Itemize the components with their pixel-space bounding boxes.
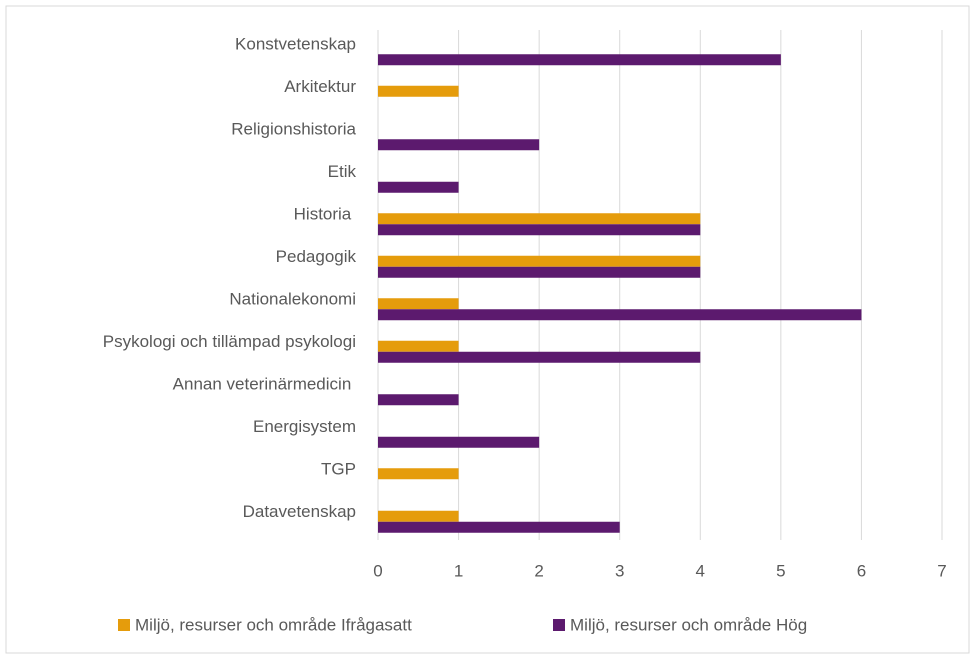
bar (378, 521, 620, 533)
legend-swatch (553, 619, 565, 631)
bar (378, 340, 459, 352)
legend-swatch (118, 619, 130, 631)
x-tick-label: 4 (696, 561, 705, 580)
bar (378, 85, 459, 97)
bar (378, 309, 862, 321)
x-tick-label: 6 (857, 561, 866, 580)
legend-label: Miljö, resurser och område Hög (570, 615, 807, 634)
y-tick-label: TGP (321, 460, 356, 479)
y-tick-label: Konstvetenskap (235, 35, 356, 54)
bar (378, 54, 781, 66)
y-tick-label: Etik (328, 162, 357, 181)
y-tick-label: Historia (294, 205, 356, 224)
bar (378, 255, 701, 267)
bar (378, 436, 540, 448)
y-tick-label: Religionshistoria (231, 120, 356, 139)
bar (378, 298, 459, 310)
y-tick-label: Psykologi och tillämpad psykologi (103, 332, 356, 351)
bar (378, 224, 701, 236)
y-tick-label: Energisystem (253, 417, 356, 436)
bar (378, 181, 459, 193)
bar (378, 351, 701, 363)
bar (378, 510, 459, 522)
legend-label: Miljö, resurser och område Ifrågasatt (135, 615, 412, 634)
y-tick-label: Datavetenskap (243, 502, 356, 521)
bar (378, 394, 459, 406)
x-tick-label: 0 (373, 561, 382, 580)
x-tick-label: 2 (534, 561, 543, 580)
x-tick-label: 5 (776, 561, 785, 580)
y-tick-label: Annan veterinärmedicin (173, 375, 356, 394)
x-tick-label: 7 (937, 561, 946, 580)
x-tick-label: 3 (615, 561, 624, 580)
bar (378, 139, 540, 151)
y-tick-label: Arkitektur (284, 77, 356, 96)
bar (378, 213, 701, 225)
y-tick-label: Nationalekonomi (229, 290, 356, 309)
chart-border (5, 5, 970, 654)
bar (378, 266, 701, 278)
y-tick-label: Pedagogik (276, 247, 357, 266)
bar (378, 468, 459, 480)
x-tick-label: 1 (454, 561, 463, 580)
